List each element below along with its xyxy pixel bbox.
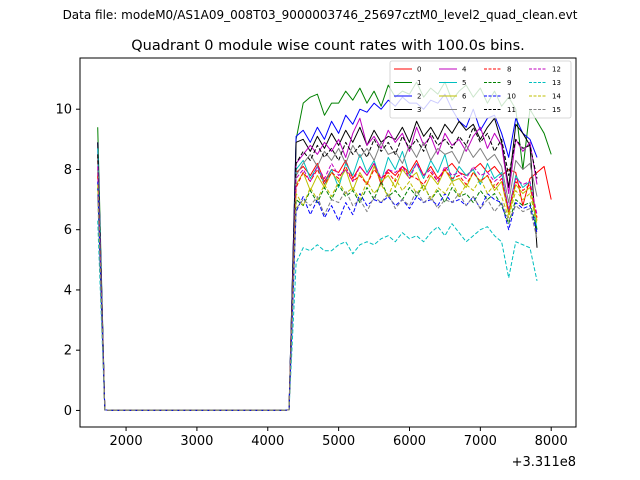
legend-label-2: 2 [417,93,421,101]
x-tick-label: 3000 [180,434,213,449]
legend-label-1: 1 [417,79,421,87]
legend-label-10: 10 [507,93,516,101]
series-layer [97,81,552,411]
y-tick-label: 8 [64,163,72,178]
x-tick-label: 4000 [251,434,284,449]
legend-label-11: 11 [507,106,516,114]
series-line-15 [97,190,538,411]
x-axis-offset-label: +3.311e8 [512,455,576,470]
legend-label-4: 4 [462,66,467,74]
legend-label-9: 9 [507,79,511,87]
y-tick-label: 6 [64,223,72,238]
legend-label-7: 7 [462,106,466,114]
chart-title: Quadrant 0 module wise count rates with … [131,38,525,54]
x-tick-label: 2000 [110,434,143,449]
legend-label-0: 0 [417,66,421,74]
legend-box [389,60,572,119]
legend-label-6: 6 [462,93,467,101]
y-tick-label: 0 [64,404,72,419]
plot-frame [79,57,577,428]
y-tick-label: 4 [64,283,72,298]
y-axis: 0 2 4 6 8 10 [55,103,80,419]
data-file-caption: Data file: modeM0/AS1A09_008T03_90000037… [62,8,578,22]
legend-label-5: 5 [462,79,466,87]
x-axis: 2000 3000 4000 5000 6000 7000 8000 [110,427,568,449]
y-tick-label: 10 [55,103,72,118]
legend-label-15: 15 [552,106,561,114]
x-tick-label: 8000 [535,434,568,449]
x-tick-label: 5000 [322,434,355,449]
legend-label-3: 3 [417,106,421,114]
legend-label-14: 14 [552,93,561,101]
legend-label-8: 8 [507,66,511,74]
legend-label-12: 12 [552,66,561,74]
legend-label-13: 13 [552,79,561,87]
x-tick-label: 6000 [393,434,426,449]
y-tick-label: 2 [64,344,72,359]
x-tick-label: 7000 [464,434,497,449]
